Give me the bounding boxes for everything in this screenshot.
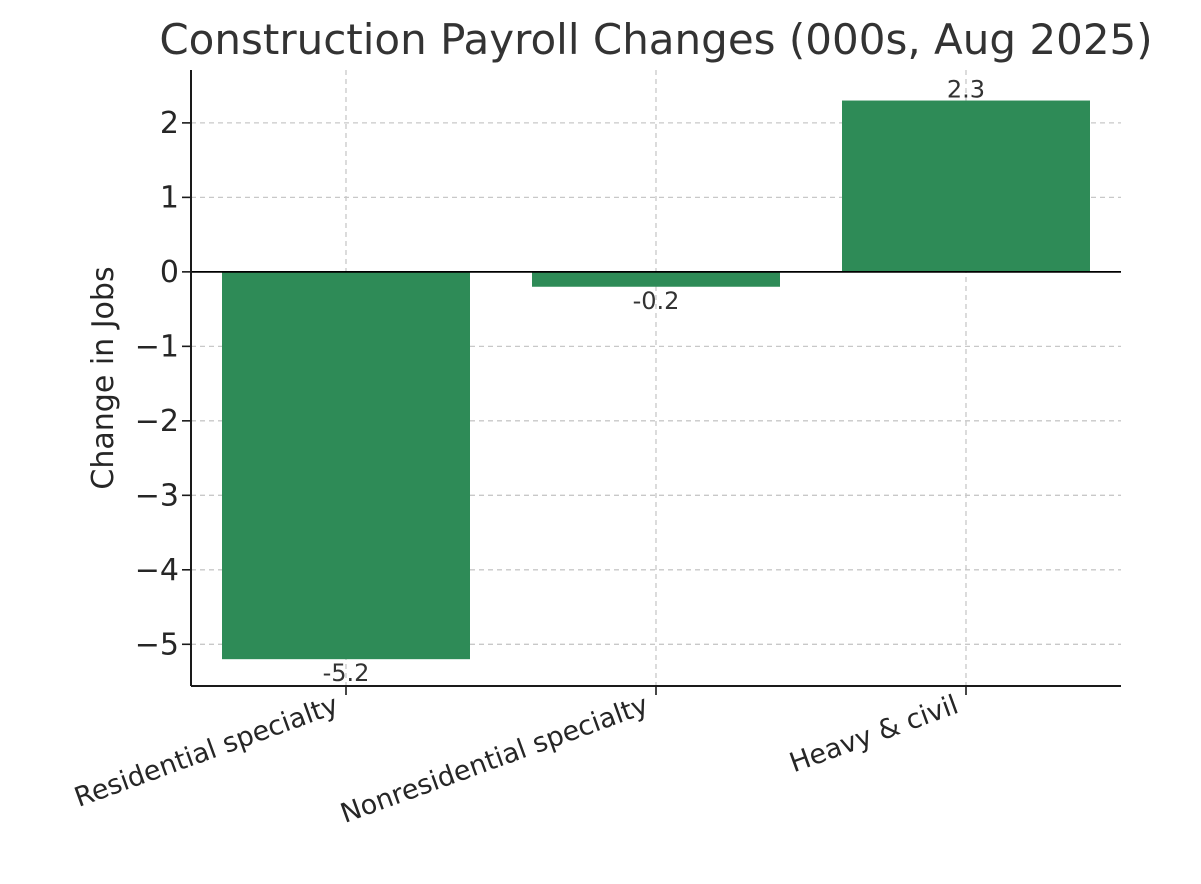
bar-value-label: -0.2 bbox=[633, 287, 680, 315]
bars bbox=[222, 100, 1090, 660]
y-tick-label: 0 bbox=[160, 255, 179, 290]
chart-title: Construction Payroll Changes (000s, Aug … bbox=[159, 15, 1152, 64]
y-tick-label: −3 bbox=[135, 478, 179, 513]
y-tick-label: −4 bbox=[135, 553, 179, 588]
y-tick-label: −1 bbox=[135, 329, 179, 364]
bar bbox=[532, 271, 780, 287]
y-tick-label: −5 bbox=[135, 627, 179, 662]
data-labels: -5.2 -0.2 2.3 bbox=[323, 76, 986, 688]
y-tick-label: 1 bbox=[160, 180, 179, 215]
bar bbox=[842, 100, 1090, 272]
y-tick-label: 2 bbox=[160, 106, 179, 141]
y-axis-label: Change in Jobs bbox=[86, 266, 121, 489]
axes bbox=[182, 70, 1121, 695]
y-tick-label: −2 bbox=[135, 404, 179, 439]
x-category-label: Heavy & civil bbox=[785, 689, 962, 779]
x-category-label: Nonresidential specialty bbox=[337, 689, 653, 829]
bar-value-label: -5.2 bbox=[323, 659, 370, 687]
bar bbox=[222, 271, 470, 660]
bar-value-label: 2.3 bbox=[947, 76, 985, 104]
tick-labels: 2 1 0 −1 −2 −3 −4 −5 Residential specialtyNonres… bbox=[70, 106, 962, 830]
x-category-label: Residential specialty bbox=[70, 689, 342, 813]
